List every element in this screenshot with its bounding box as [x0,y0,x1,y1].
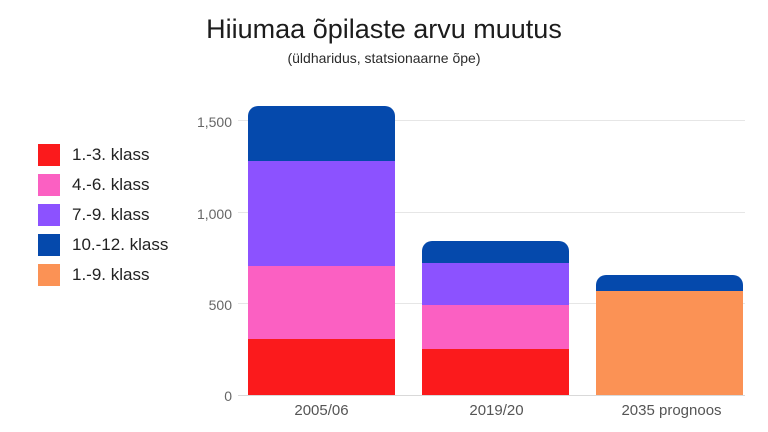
gridline-1000 [238,211,745,213]
legend: 1.-3. klass 4.-6. klass 7.-9. klass 10.-12.… [38,144,168,286]
legend-item-1.-3. klass: 1.-3. klass [38,144,168,166]
chart-title: Hiiumaa õpilaste arvu muutus [206,14,562,44]
bar-segment-10.-12. klass [596,274,743,292]
bar-segment-4.-6. klass [422,304,569,350]
y-tick-label-500: 500 [208,296,232,313]
bar-segment-7.-9. klass [248,160,395,267]
bar-segment-10.-12. klass [248,105,395,161]
legend-label: 1.-3. klass [72,145,150,164]
legend-swatch-icon [38,174,60,196]
legend-swatch-icon [38,234,60,256]
legend-label: 4.-6. klass [72,175,150,194]
legend-swatch-icon [38,204,60,226]
x-axis: 2005/06 2019/20 2035 prognoos [248,402,745,419]
legend-label: 7.-9. klass [72,205,150,224]
bar-2005/06 [248,105,395,395]
gridline-1500 [238,120,745,122]
legend-label: 10.-12. klass [72,235,169,254]
legend-swatch-icon [38,144,60,166]
legend-label: 1.-9. klass [72,265,150,284]
plot-area [238,95,745,396]
legend-item-7.-9. klass: 7.-9. klass [38,204,168,226]
bar-2019/20 [422,240,569,395]
y-tick-label-0: 0 [224,388,232,404]
bar-segment-10.-12. klass [422,240,569,263]
legend-item-4.-6. klass: 4.-6. klass [38,174,168,196]
chart-subtitle: (üldharidus, statsionaarne õpe) [287,50,481,66]
bars-container [248,95,743,395]
bar-segment-7.-9. klass [422,262,569,305]
x-axis-label-2005/06: 2005/06 [294,402,349,419]
legend-swatch-icon [38,264,60,286]
y-tick-label-1500: 1,500 [196,114,232,131]
x-axis-label-2019/20: 2019/20 [469,402,524,419]
bar-segment-1.-3. klass [422,349,569,395]
bar-segment-1.-9. klass [596,291,743,395]
legend-item-10.-12. klass: 10.-12. klass [38,234,168,256]
legend-item-1.-9. klass: 1.-9. klass [38,264,168,286]
bar-segment-4.-6. klass [248,266,395,340]
bar-segment-1.-3. klass [248,339,395,395]
x-axis-label-2035 prognoos: 2035 prognoos [621,402,722,419]
bar-2035 prognoos [596,274,743,395]
y-tick-label-1000: 1,000 [196,205,232,222]
